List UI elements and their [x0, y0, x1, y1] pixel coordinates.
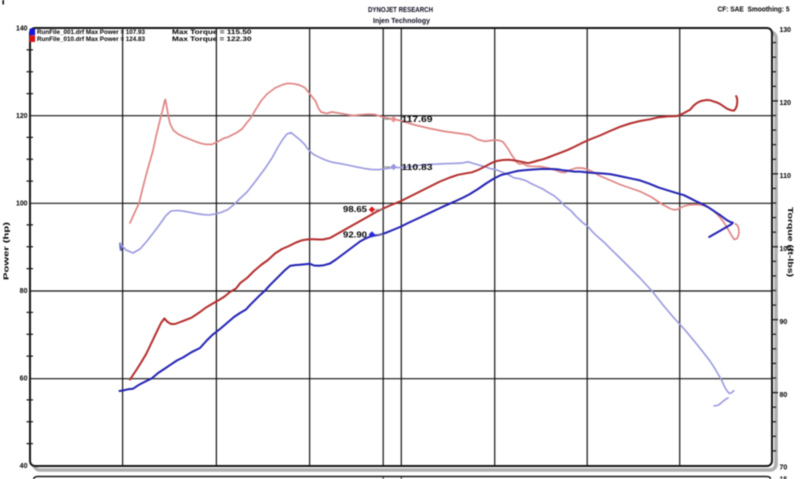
svg-text:DYNOJET RESEARCH: DYNOJET RESEARCH [368, 5, 433, 14]
svg-text:RunFile_010.drf Max Power = 12: RunFile_010.drf Max Power = 124.83 [37, 36, 145, 43]
svg-text:100: 100 [780, 246, 792, 253]
svg-text:110: 110 [780, 173, 792, 180]
svg-text:130: 130 [780, 27, 792, 34]
svg-text:Max Torque = 115.50: Max Torque = 115.50 [172, 29, 252, 36]
svg-text:70: 70 [780, 465, 788, 472]
svg-text:CF: SAE Smoothing: 5: CF: SAE Smoothing: 5 [718, 5, 790, 14]
svg-text:110.83: 110.83 [402, 162, 433, 172]
svg-text:140: 140 [16, 26, 28, 33]
svg-text:120: 120 [16, 113, 28, 120]
svg-text:RunFile_001.drf Max Power = 10: RunFile_001.drf Max Power = 107.93 [37, 29, 145, 36]
svg-text:117.69: 117.69 [402, 114, 433, 124]
svg-text:15: 15 [780, 477, 788, 479]
svg-text:Max Torque = 122.30: Max Torque = 122.30 [172, 36, 252, 43]
svg-text:80: 80 [780, 392, 788, 399]
svg-text:80: 80 [20, 288, 28, 295]
svg-text:Injen Technology: Injen Technology [373, 16, 431, 25]
svg-text:100: 100 [16, 201, 28, 208]
svg-text:92.90: 92.90 [343, 229, 367, 239]
svg-text:Power (hp): Power (hp) [4, 222, 11, 280]
svg-text:40: 40 [20, 463, 28, 470]
svg-text:120: 120 [780, 100, 792, 107]
svg-text:60: 60 [20, 376, 28, 383]
svg-text:Torque (ft-lbs): Torque (ft-lbs) [786, 207, 793, 277]
svg-text:90: 90 [780, 319, 788, 326]
svg-text:98.65: 98.65 [343, 204, 367, 214]
